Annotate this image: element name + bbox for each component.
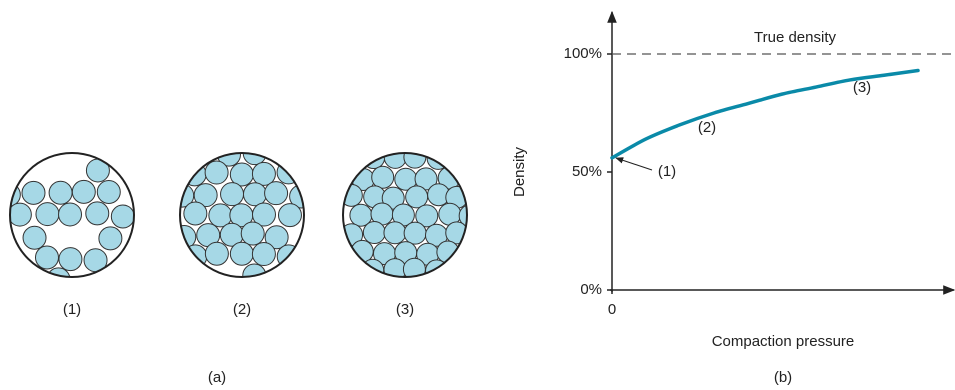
curve-annotation: (2)	[698, 119, 716, 136]
particle	[230, 242, 253, 265]
curve-annotation: (1)	[658, 163, 676, 180]
x-tick-label: 0	[608, 301, 616, 318]
particle	[384, 146, 406, 168]
particle-group	[340, 146, 481, 282]
stage-label: (2)	[233, 301, 251, 318]
particle	[384, 222, 406, 244]
particle	[265, 182, 288, 205]
particle	[99, 227, 122, 250]
particle	[404, 222, 426, 244]
particle	[97, 180, 120, 203]
particle	[111, 205, 134, 228]
particle	[36, 203, 59, 226]
y-axis-label: Density	[511, 146, 528, 197]
y-tick-label: 0%	[580, 281, 602, 298]
curve-annotation: (3)	[853, 79, 871, 96]
y-tick-label: 50%	[572, 163, 602, 180]
particle	[278, 204, 301, 227]
density-curve	[612, 71, 918, 158]
particle	[277, 161, 300, 184]
particle	[59, 203, 82, 226]
particle	[221, 183, 244, 206]
particle	[205, 161, 228, 184]
particle	[86, 202, 109, 225]
particle	[372, 166, 394, 188]
panel-b: Compaction pressure Density (b) 0% 50% 100…	[511, 12, 955, 386]
x-axis-label: Compaction pressure	[712, 333, 855, 350]
particle	[243, 183, 266, 206]
particle	[47, 268, 70, 291]
particle	[23, 226, 46, 249]
particle	[252, 243, 275, 266]
caption-a: (a)	[208, 369, 226, 386]
figure: (1) (2) (3) (a) Compaction pressure Densit…	[0, 0, 955, 390]
particle	[184, 202, 207, 225]
particle	[363, 222, 385, 244]
panel-a: (1) (2) (3)	[0, 142, 481, 318]
particle	[49, 181, 72, 204]
reference-label: True density	[754, 29, 836, 46]
particle	[35, 246, 58, 269]
y-tick-label: 100%	[564, 45, 602, 62]
particle-group	[171, 142, 313, 287]
stage-label: (3)	[396, 301, 414, 318]
particle	[241, 222, 264, 245]
particle-group	[0, 153, 134, 291]
caption-b: (b)	[774, 369, 792, 386]
particle	[22, 181, 45, 204]
stage-label: (1)	[63, 301, 81, 318]
particle	[59, 248, 82, 271]
particle	[8, 203, 31, 226]
particle	[205, 242, 228, 265]
annotation-arrow	[616, 158, 652, 170]
particle	[72, 180, 95, 203]
particle	[404, 146, 426, 168]
